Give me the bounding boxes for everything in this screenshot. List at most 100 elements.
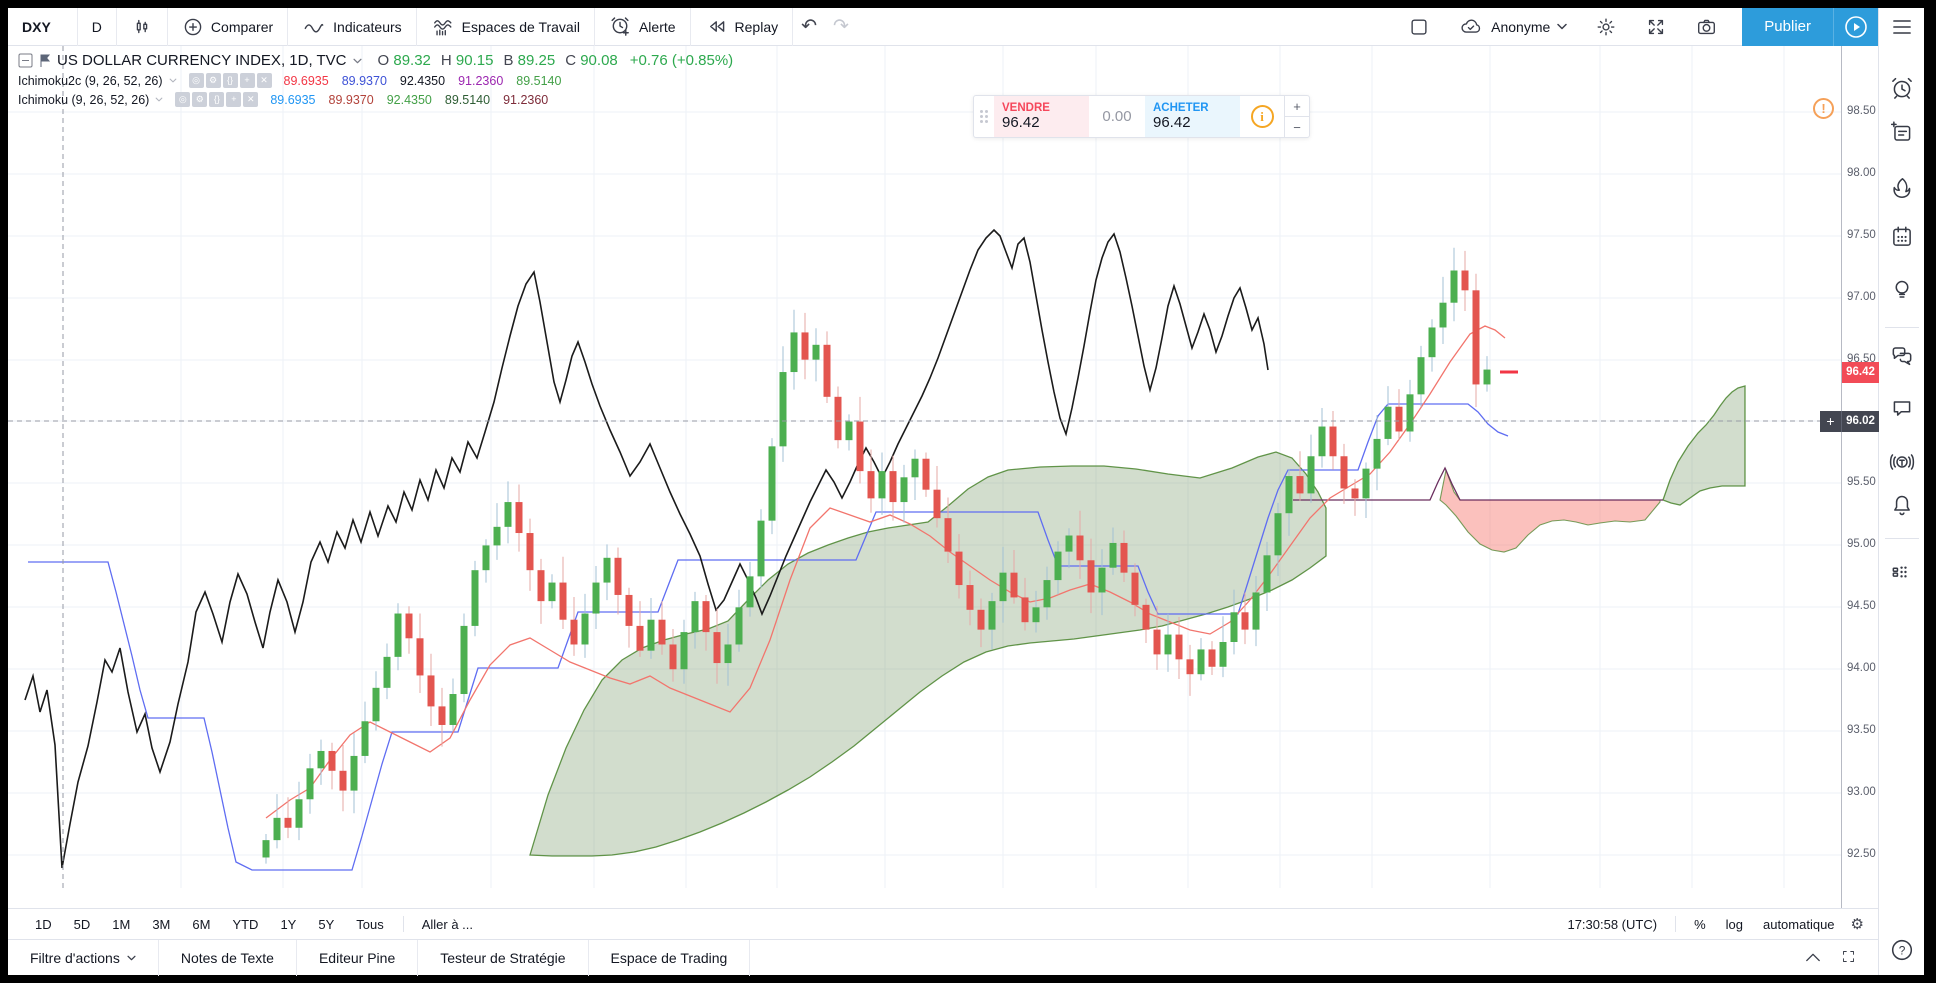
range-tous[interactable]: Tous bbox=[356, 916, 384, 932]
expand-panel-button[interactable] bbox=[1833, 945, 1864, 971]
right-sidebar: ? bbox=[1878, 8, 1924, 975]
indicator-value: 91.2360 bbox=[503, 92, 549, 107]
compare-button[interactable]: Comparer bbox=[168, 8, 287, 45]
range-6m[interactable]: 6M bbox=[192, 916, 211, 932]
collapse-legend-icon[interactable] bbox=[18, 53, 33, 68]
publish-button[interactable]: Publier bbox=[1764, 18, 1811, 35]
tab-espace-de-trading[interactable]: Espace de Trading bbox=[610, 949, 728, 966]
publish-play-button[interactable] bbox=[1834, 8, 1878, 46]
range-5y[interactable]: 5Y bbox=[318, 916, 335, 932]
indicator-values: 89.6935 89.9370 92.4350 89.5140 91.2360 bbox=[270, 93, 548, 107]
streams-icon[interactable] bbox=[1889, 449, 1915, 475]
chats-icon[interactable] bbox=[1889, 342, 1915, 368]
alarm-clock-icon[interactable] bbox=[1889, 75, 1915, 101]
text-notes-icon[interactable] bbox=[1889, 120, 1915, 146]
indicator-action-button[interactable]: ✕ bbox=[256, 73, 272, 88]
axis-settings-gear-icon[interactable]: ⚙ bbox=[1850, 916, 1864, 933]
range-1d[interactable]: 1D bbox=[35, 916, 52, 932]
log-scale-button[interactable]: log bbox=[1725, 916, 1743, 932]
replay-button[interactable]: Replay bbox=[691, 8, 793, 45]
goto-date-button[interactable]: Aller à ... bbox=[421, 916, 474, 932]
svg-text:?: ? bbox=[1899, 943, 1906, 957]
tab-testeur-de-strat-gie[interactable]: Testeur de Stratégie bbox=[440, 949, 566, 966]
add-order-plus-button[interactable]: + bbox=[1820, 411, 1842, 432]
indicator-action-button[interactable]: ◎ bbox=[188, 73, 204, 88]
tab-notes-de-texte[interactable]: Notes de Texte bbox=[180, 949, 274, 966]
ohlc-values: O 89.32 H 90.15 B 89.25 C 90.08 bbox=[378, 52, 618, 69]
grid bbox=[8, 46, 1841, 888]
redo-button[interactable]: ↷ bbox=[833, 16, 849, 37]
snapshot-button[interactable] bbox=[1681, 8, 1732, 45]
indicator-action-button[interactable]: ⚙ bbox=[192, 92, 208, 107]
indicator-action-button[interactable]: + bbox=[239, 73, 255, 88]
hotlists-icon[interactable] bbox=[1889, 175, 1915, 201]
widgets-icon[interactable] bbox=[1889, 559, 1915, 585]
indicator-title[interactable]: Ichimoku2c (9, 26, 52, 26) bbox=[18, 73, 163, 88]
indicator-action-button[interactable]: + bbox=[226, 92, 242, 107]
alert-button[interactable]: Alerte bbox=[595, 8, 690, 45]
auto-scale-button[interactable]: automatique bbox=[1762, 916, 1835, 932]
indicator-value: 89.6935 bbox=[283, 73, 329, 88]
chart-canvas[interactable] bbox=[8, 46, 1841, 888]
ideas-icon[interactable] bbox=[1889, 277, 1915, 303]
indicator-action-button[interactable]: ◎ bbox=[175, 92, 191, 107]
clock-label[interactable]: 17:30:58 (UTC) bbox=[1567, 916, 1658, 932]
settings-button[interactable] bbox=[1581, 8, 1631, 45]
indicator-actions[interactable]: ◎ ⚙{} + ✕ bbox=[175, 92, 259, 107]
symbol-search-button[interactable]: DXY bbox=[22, 18, 51, 35]
top-toolbar: DXY D Comparer Indicateurs Espaces de Tr… bbox=[8, 7, 1878, 46]
tradingview-app: DXY D Comparer Indicateurs Espaces de Tr… bbox=[8, 7, 1924, 976]
data-warning-icon[interactable]: ! bbox=[1813, 98, 1834, 119]
indicator-action-button[interactable]: ⚙ bbox=[205, 73, 221, 88]
legend-caret-icon[interactable] bbox=[352, 58, 362, 64]
buy-button[interactable]: ACHETER 96.42 bbox=[1145, 96, 1240, 137]
calendar-icon[interactable] bbox=[1889, 224, 1915, 250]
account-menu[interactable]: Anonyme bbox=[1444, 8, 1581, 45]
layouts-button[interactable]: Espaces de Travail bbox=[417, 8, 594, 45]
dialogs-icon[interactable] bbox=[1889, 395, 1915, 421]
range-ytd[interactable]: YTD bbox=[232, 916, 259, 932]
senkou-b-line bbox=[1293, 466, 1663, 501]
collapse-panel-button[interactable] bbox=[1797, 946, 1829, 970]
indicator-action-button[interactable]: ✕ bbox=[243, 92, 259, 107]
tab-filtre-d-actions[interactable]: Filtre d'actions bbox=[8, 940, 158, 975]
change-value: +0.76 (+0.85%) bbox=[629, 52, 734, 69]
order-info-button[interactable]: i bbox=[1240, 96, 1284, 137]
indicator-caret-icon[interactable] bbox=[155, 97, 163, 102]
fullscreen-button[interactable] bbox=[1631, 8, 1681, 45]
percent-scale-button[interactable]: % bbox=[1694, 916, 1706, 932]
range-3m[interactable]: 3M bbox=[152, 916, 171, 932]
sell-button[interactable]: VENDRE 96.42 bbox=[994, 96, 1089, 137]
indicator-action-button[interactable]: {} bbox=[209, 92, 225, 107]
fullscreen-icon bbox=[1649, 19, 1664, 34]
indicator-actions[interactable]: ◎ ⚙{} + ✕ bbox=[188, 73, 272, 88]
ohlc-item: H 90.15 bbox=[440, 52, 494, 69]
indicator-title[interactable]: Ichimoku (9, 26, 52, 26) bbox=[18, 92, 150, 107]
flag-icon[interactable] bbox=[39, 54, 51, 68]
symbol-title[interactable]: US DOLLAR CURRENCY INDEX, 1D, TVC bbox=[57, 52, 347, 69]
chart-pane[interactable]: US DOLLAR CURRENCY INDEX, 1D, TVC O 89.3… bbox=[8, 46, 1841, 888]
help-icon[interactable]: ? bbox=[1889, 937, 1915, 963]
order-qty-minus-button[interactable]: − bbox=[1293, 119, 1301, 135]
crosshair-price-tag: 96.02 bbox=[1842, 411, 1879, 432]
price-label: 95.00 bbox=[1847, 538, 1876, 550]
chart-style-button[interactable] bbox=[117, 8, 167, 45]
alerts-bell-icon[interactable] bbox=[1889, 492, 1915, 518]
undo-button[interactable]: ↶ bbox=[801, 16, 818, 37]
range-1y[interactable]: 1Y bbox=[280, 916, 297, 932]
watchlist-icon[interactable] bbox=[1889, 14, 1915, 40]
range-5d[interactable]: 5D bbox=[73, 916, 91, 932]
indicators-button[interactable]: Indicateurs bbox=[288, 8, 415, 45]
layout-select-button[interactable] bbox=[1394, 8, 1444, 45]
order-qty-plus-button[interactable]: + bbox=[1285, 96, 1309, 117]
order-panel-drag-handle[interactable] bbox=[974, 96, 994, 137]
tab-editeur-pine[interactable]: Editeur Pine bbox=[318, 949, 396, 966]
range-1m[interactable]: 1M bbox=[112, 916, 131, 932]
chevron-down-icon bbox=[127, 955, 136, 960]
range-buttons: 1D 5D 1M 3M 6M YTD 1Y 5Y Tous bbox=[24, 917, 395, 932]
price-axis[interactable]: 98.5098.0097.5097.0096.5096.0095.5095.00… bbox=[1820, 46, 1879, 908]
indicator-action-button[interactable]: {} bbox=[222, 73, 238, 88]
price-label: 92.50 bbox=[1847, 848, 1876, 860]
indicator-caret-icon[interactable] bbox=[169, 78, 177, 83]
interval-button[interactable]: D bbox=[91, 18, 102, 35]
